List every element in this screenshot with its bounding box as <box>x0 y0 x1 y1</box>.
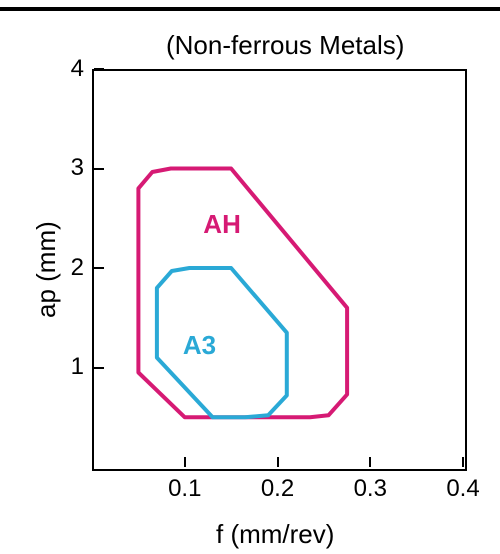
region-label-AH: AH <box>203 209 241 240</box>
region-A3 <box>157 268 287 417</box>
region-label-A3: A3 <box>183 330 216 361</box>
regions-svg <box>0 0 500 554</box>
region-AH <box>138 169 347 418</box>
